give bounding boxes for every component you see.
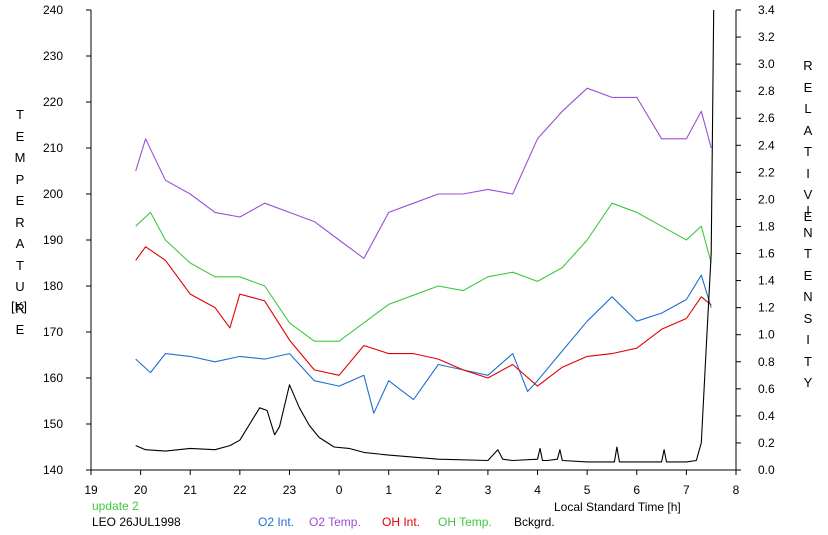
x-tick-label: 7 (683, 483, 690, 497)
legend-item: Bckgrd. (514, 515, 555, 529)
legend-item: O2 Temp. (309, 515, 361, 529)
x-tick-label: 3 (485, 483, 492, 497)
left-title-letter: E (15, 322, 25, 337)
series-bckgrd-line (135, 9, 715, 463)
x-tick-label: 1 (385, 483, 392, 497)
right-title-1-letter: E (803, 208, 813, 224)
y-left-tick-label: 180 (43, 279, 63, 293)
x-tick-label: 2 (435, 483, 442, 497)
x-tick-label: 8 (733, 483, 740, 497)
left-title-letter: T (16, 107, 24, 122)
y-right-tick-label: 1.0 (758, 328, 775, 342)
right-title-1-letter: I (806, 165, 810, 181)
right-title-2-letter: T (804, 246, 812, 261)
legend-item: OH Int. (382, 515, 421, 529)
y-right-tick-label: 1.2 (758, 301, 775, 315)
legend-item: O2 Int. (258, 515, 295, 529)
y-right-tick-label: 2.8 (758, 84, 775, 98)
left-axis-unit: [K] (11, 299, 27, 314)
x-tick-label: 5 (584, 483, 591, 497)
update-label: update 2 (92, 499, 139, 513)
y-right-tick-label: 2.6 (758, 111, 775, 125)
right-title-1-letter: A (803, 122, 813, 138)
right-title-2-letter: E (803, 267, 813, 283)
y-right-tick-label: 0.2 (758, 436, 775, 450)
right-title-2-letter: N (803, 289, 813, 304)
y-left-tick-label: 160 (43, 371, 63, 385)
y-left-tick-label: 210 (43, 141, 63, 155)
x-tick-label: 21 (184, 483, 198, 497)
y-right-tick-label: 0.0 (758, 463, 775, 477)
y-right-tick-label: 0.8 (758, 355, 775, 369)
y-right-tick-label: 2.0 (758, 192, 775, 206)
series-oh-int-line (135, 246, 712, 387)
y-right-tick-label: 0.4 (758, 409, 775, 423)
series-o2-temp-line (135, 87, 712, 259)
y-left-tick-label: 220 (43, 95, 63, 109)
left-title-letter: A (15, 236, 25, 251)
x-tick-label: 19 (84, 483, 98, 497)
x-tick-label: 0 (336, 483, 343, 497)
left-title-letter: R (15, 214, 25, 230)
left-title-letter: E (15, 128, 25, 144)
chart-ticks: 1401501601701801902002102202302400.00.20… (43, 3, 775, 497)
y-left-tick-label: 140 (43, 463, 63, 477)
y-left-tick-label: 170 (43, 325, 63, 339)
right-title-1-letter: L (804, 101, 812, 116)
left-title-letter: R (15, 300, 25, 316)
series-oh-temp-line (135, 202, 712, 342)
right-title-2-letter: I (806, 332, 810, 347)
left-title-letter: U (15, 279, 25, 294)
y-right-tick-label: 2.2 (758, 165, 775, 179)
right-title-1-letter: T (804, 144, 812, 159)
x-tick-label: 23 (283, 483, 297, 497)
chart-series (135, 9, 715, 463)
right-title-2-letter: T (804, 353, 812, 369)
right-title-2-letter: I (806, 203, 810, 218)
chart-axes (90, 10, 737, 471)
y-right-tick-label: 1.4 (758, 274, 775, 288)
y-left-tick-label: 240 (43, 3, 63, 17)
right-title-2-letter: Y (803, 375, 813, 390)
right-title-1-letter: V (803, 187, 813, 202)
y-right-tick-label: 1.8 (758, 219, 775, 233)
y-right-tick-label: 3.0 (758, 57, 775, 71)
left-title-letter: P (15, 171, 25, 187)
right-title-2-letter: S (803, 310, 813, 326)
y-left-tick-label: 190 (43, 233, 63, 247)
x-tick-label: 20 (134, 483, 148, 497)
left-title-letter: T (16, 257, 24, 273)
legend-item: OH Temp. (438, 515, 492, 529)
x-tick-label: 6 (633, 483, 640, 497)
y-left-tick-label: 230 (43, 49, 63, 63)
x-tick-label: 4 (534, 483, 541, 497)
x-axis-label: Local Standard Time [h] (554, 500, 681, 514)
y-left-tick-label: 150 (43, 417, 63, 431)
y-left-tick-label: 200 (43, 187, 63, 201)
right-title-1-letter: E (803, 79, 813, 95)
right-title-1-letter: R (803, 58, 813, 73)
y-right-tick-label: 3.2 (758, 30, 775, 44)
y-right-tick-label: 1.6 (758, 247, 775, 261)
y-right-tick-label: 2.4 (758, 138, 775, 152)
left-title-letter: M (14, 150, 26, 165)
y-right-tick-label: 3.4 (758, 3, 775, 17)
y-right-tick-label: 0.6 (758, 382, 775, 396)
dataset-label: LEO 26JUL1998 (92, 515, 181, 529)
left-title-letter: E (15, 193, 25, 208)
x-tick-label: 22 (233, 483, 247, 497)
right-title-2-letter: N (803, 224, 813, 240)
series-o2-int-line (135, 274, 712, 414)
